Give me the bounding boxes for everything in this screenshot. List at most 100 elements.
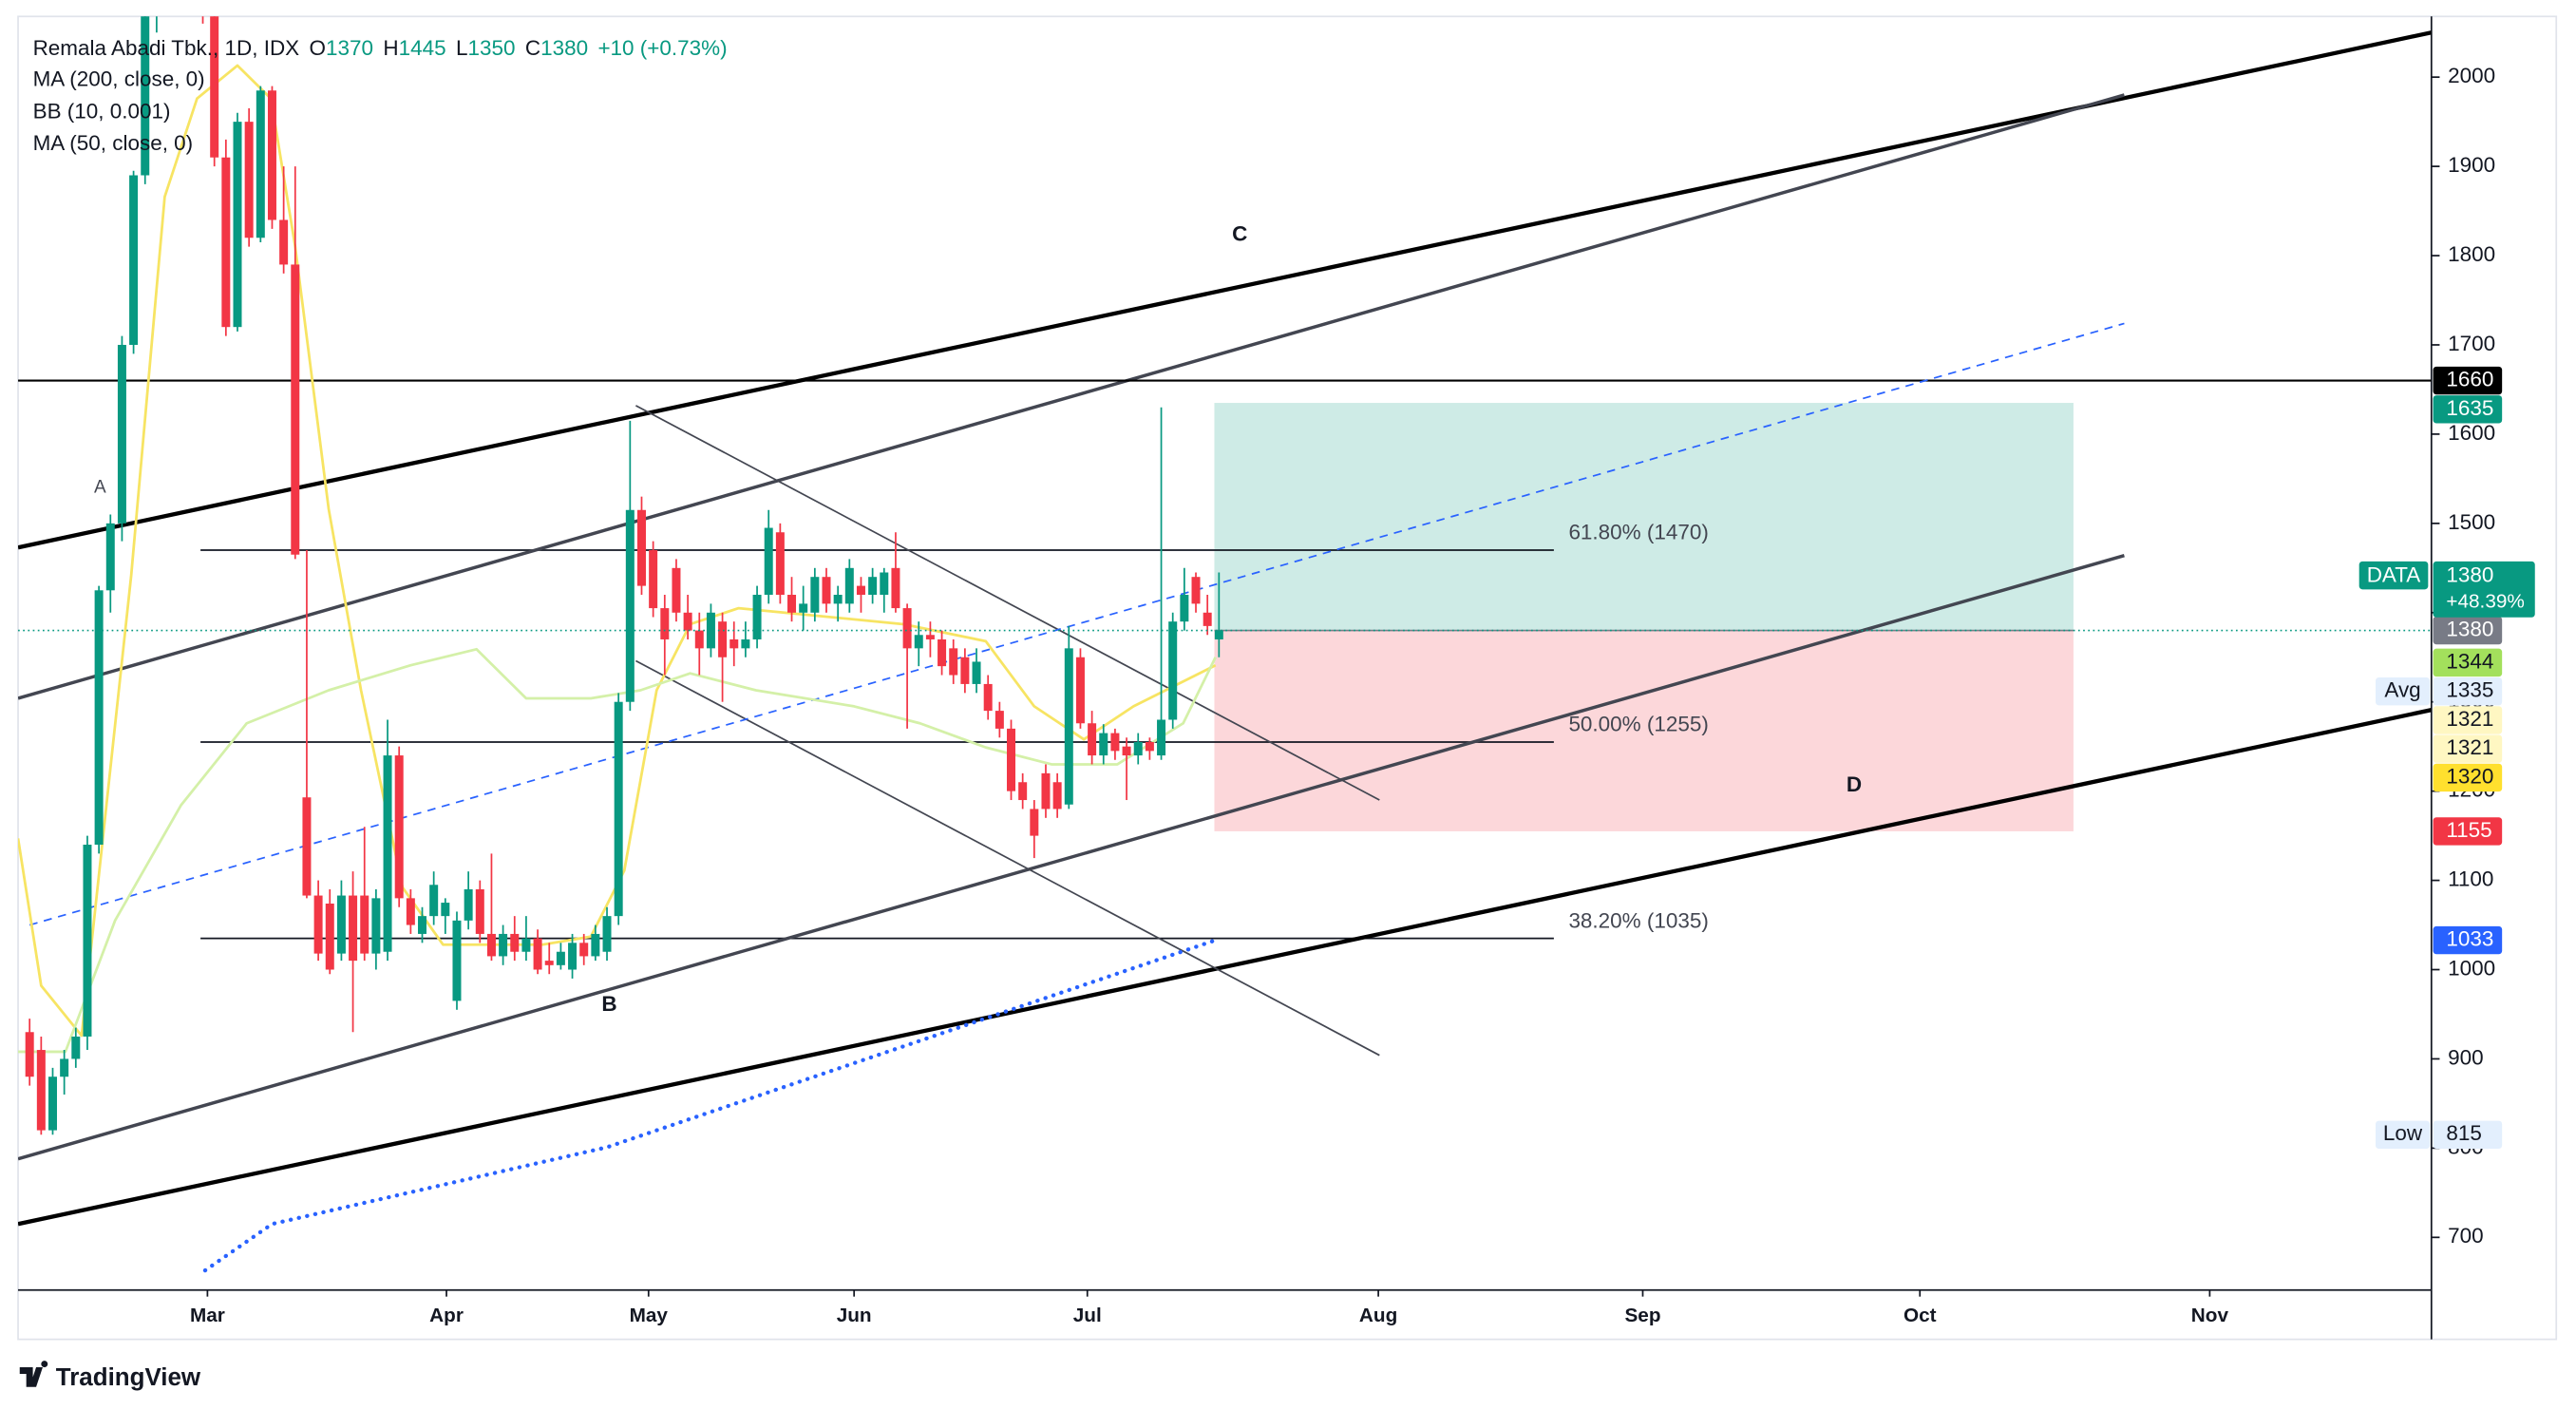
- candle-body: [1030, 809, 1039, 836]
- price-tag-name: Avg: [2384, 678, 2420, 702]
- candle-body: [729, 638, 739, 649]
- last-tag-change: +48.39%: [2446, 591, 2525, 613]
- candle-body: [1133, 741, 1143, 756]
- price-tag: [2433, 817, 2503, 846]
- trend-line: [18, 30, 2432, 550]
- candle-body: [972, 661, 981, 684]
- candle-body: [1180, 594, 1189, 622]
- annotation: C: [1232, 221, 1247, 245]
- candle-body: [614, 701, 623, 917]
- candle-body: [244, 122, 254, 238]
- candle-body: [683, 612, 692, 631]
- candle-body: [71, 1036, 81, 1059]
- candle-body: [741, 638, 750, 649]
- candle-body: [810, 577, 820, 613]
- x-tick-label: Nov: [2191, 1305, 2229, 1326]
- fib-label: 50.00% (1255): [1568, 713, 1708, 736]
- candle-body: [47, 1077, 57, 1131]
- candle-body: [556, 951, 565, 965]
- candle-body: [325, 904, 334, 970]
- candle-body: [36, 1050, 46, 1131]
- y-tick-label: 2000: [2448, 64, 2495, 87]
- candle-body: [1075, 657, 1085, 724]
- x-tick-label: Jun: [837, 1305, 872, 1326]
- price-tag: [2433, 763, 2503, 792]
- legend-indicator: BB (10, 0.001): [33, 99, 171, 123]
- candle-body: [441, 903, 450, 917]
- candle-body: [1122, 746, 1131, 756]
- y-tick-label: 1100: [2448, 867, 2493, 891]
- candle-body: [822, 577, 831, 604]
- trend-line: [18, 708, 2432, 1227]
- x-tick-label: May: [630, 1305, 669, 1326]
- candle-body: [694, 630, 704, 649]
- candle-body: [1041, 772, 1051, 810]
- price-tag-value: 1344: [2446, 649, 2493, 673]
- axes: 7008009001000110012001300140015001600170…: [190, 64, 2535, 1326]
- candle-body: [418, 916, 427, 934]
- candle-body: [925, 635, 935, 639]
- candle-body: [1110, 733, 1120, 752]
- y-tick-label: 1600: [2448, 421, 2495, 445]
- logo: TradingView: [19, 1361, 201, 1391]
- price-tag: [2433, 706, 2503, 734]
- candle-body: [706, 612, 715, 649]
- candle-body: [291, 264, 300, 555]
- candle-body: [544, 961, 554, 965]
- candle-body: [486, 933, 496, 957]
- annotation: D: [1847, 772, 1862, 796]
- candle-body: [1203, 612, 1212, 626]
- candle-body: [221, 157, 231, 328]
- legend-indicator: MA (50, close, 0): [33, 131, 194, 155]
- candle-body: [625, 509, 635, 702]
- price-tag-value: 1380: [2446, 618, 2493, 641]
- candle-body: [336, 895, 346, 954]
- price-tag: [2433, 366, 2503, 395]
- x-tick-label: Mar: [190, 1305, 225, 1326]
- fib-label: 61.80% (1470): [1568, 521, 1708, 544]
- x-tick-label: Oct: [1904, 1305, 1937, 1326]
- candle-body: [1064, 648, 1073, 805]
- candle-body: [880, 572, 889, 595]
- price-tag-value: 1660: [2446, 367, 2493, 391]
- indicator-line: [18, 647, 1217, 1054]
- candle-body: [383, 755, 392, 952]
- candle-body: [718, 621, 728, 657]
- last-tag-name: DATA: [2367, 562, 2421, 586]
- legend-item: 1445: [399, 36, 446, 60]
- candle-body: [938, 638, 947, 667]
- candle-body: [394, 755, 404, 899]
- fib-label: 38.20% (1035): [1568, 908, 1708, 932]
- candle-body: [856, 585, 865, 595]
- price-tag-value: 1321: [2446, 707, 2493, 731]
- candle-body: [60, 1058, 69, 1077]
- price-tag-value: 1033: [2446, 926, 2493, 950]
- candle-body: [799, 603, 808, 613]
- candle-body: [660, 608, 670, 639]
- candle-body: [1168, 621, 1178, 720]
- trend-line: [18, 553, 2125, 1161]
- candle-body: [636, 509, 646, 586]
- legend-item: O: [310, 36, 326, 60]
- candle-body: [649, 550, 658, 609]
- price-tag-name: Low: [2383, 1121, 2423, 1145]
- last-tag-name-box: [2358, 561, 2429, 590]
- legend-item: C: [525, 36, 540, 60]
- price-tag-value: 1635: [2446, 396, 2493, 420]
- candle-body: [902, 608, 912, 649]
- candle-body: [949, 648, 958, 676]
- price-tag-value: 1320: [2446, 764, 2493, 788]
- indicator-line: [18, 64, 1217, 1038]
- y-tick-label: 1500: [2448, 510, 2495, 534]
- candle-body: [256, 90, 265, 238]
- candle-body: [833, 594, 843, 604]
- candle-body: [83, 845, 92, 1037]
- frame: [17, 15, 2558, 1341]
- candle-body: [1145, 741, 1154, 752]
- candle-body: [279, 219, 289, 265]
- candle-body: [764, 527, 773, 595]
- x-tick-label: Apr: [429, 1305, 464, 1326]
- candle-body: [360, 895, 369, 954]
- candle-body: [475, 888, 484, 934]
- candle-body: [1088, 723, 1097, 756]
